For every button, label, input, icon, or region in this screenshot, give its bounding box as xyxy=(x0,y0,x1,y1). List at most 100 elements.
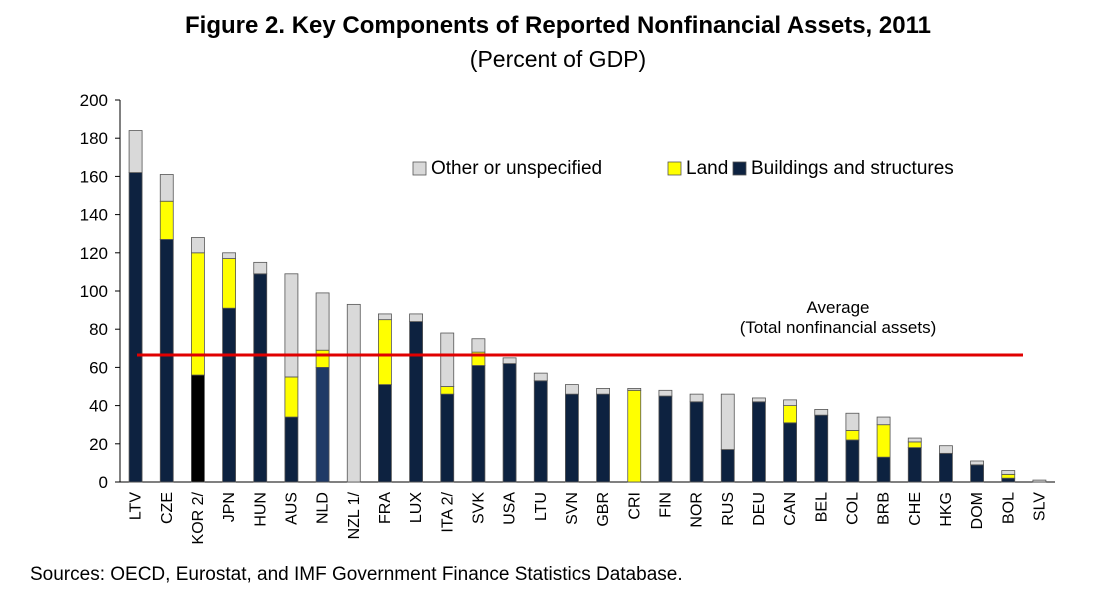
x-tick-label: SVN xyxy=(564,492,581,525)
bar-segment-buildings-and-structures xyxy=(253,273,268,483)
bar-segment-other-or-unspecified xyxy=(939,445,953,454)
x-tick-label: RUS xyxy=(720,492,737,526)
bar-segment-buildings-and-structures xyxy=(284,416,299,483)
y-tick-label: 60 xyxy=(89,358,108,377)
x-tick-label: USA xyxy=(502,492,519,525)
x-tick-label: CAN xyxy=(782,492,799,526)
chart-subtitle: (Percent of GDP) xyxy=(469,46,647,72)
y-tick-label: 160 xyxy=(80,167,108,186)
bar-segment-land xyxy=(845,430,860,441)
bar-segment-buildings-and-structures xyxy=(783,422,797,483)
bar-segment-other-or-unspecified xyxy=(253,261,268,275)
bar-segment-buildings-and-structures xyxy=(1001,477,1016,483)
bar-segment-other-or-unspecified xyxy=(315,292,330,351)
bar-segment-land xyxy=(378,319,392,385)
bar-segment-buildings-and-structures xyxy=(471,365,486,483)
x-tick-label: LTV xyxy=(128,492,145,520)
bar-segment-buildings-and-structures xyxy=(191,374,205,483)
bar-segment-other-or-unspecified xyxy=(970,460,984,466)
legend-label: Buildings and structures xyxy=(751,158,954,179)
x-tick-label: FRA xyxy=(377,492,394,524)
y-tick-label: 20 xyxy=(89,435,108,454)
bar-segment-buildings-and-structures xyxy=(128,172,143,483)
bar-segment-other-or-unspecified xyxy=(502,357,517,364)
bar-segment-other-or-unspecified xyxy=(471,338,486,353)
bar-segment-buildings-and-structures xyxy=(689,401,704,483)
legend-label: Other or unspecified xyxy=(431,158,602,179)
bar-segment-buildings-and-structures xyxy=(315,366,330,483)
bar-segment-land xyxy=(222,258,236,309)
chart-title: Figure 2. Key Components of Reported Non… xyxy=(185,12,931,39)
x-tick-label: NLD xyxy=(315,492,332,524)
bar-segment-land xyxy=(783,405,797,424)
stacked-bar-chart: 0 20 40 60 80 100 120 140 160 180 200 LTV CZE KOR 2/J… xyxy=(80,91,1055,544)
bar-segment-buildings-and-structures xyxy=(658,395,673,483)
x-tick-label: SLV xyxy=(1031,492,1048,521)
bar-segment-other-or-unspecified xyxy=(191,237,205,254)
average-sublabel: (Total nonfinancial assets) xyxy=(740,318,937,337)
bar-segment-land xyxy=(159,200,174,240)
bar-segment-buildings-and-structures xyxy=(720,449,735,483)
bar-segment-land xyxy=(191,252,205,376)
bar-segment-land xyxy=(627,389,642,483)
legend-swatch xyxy=(667,161,682,176)
bar-segment-other-or-unspecified xyxy=(128,130,143,173)
bar-segment-other-or-unspecified xyxy=(596,388,610,395)
bar-segment-other-or-unspecified xyxy=(346,303,361,483)
bar-segment-other-or-unspecified xyxy=(440,332,455,387)
bar-segment-other-or-unspecified xyxy=(907,437,922,443)
bar-segment-buildings-and-structures xyxy=(845,439,860,483)
legend-swatch xyxy=(412,161,427,176)
x-tick-label: CRI xyxy=(626,492,643,520)
x-tick-label: NZL 1/ xyxy=(346,491,363,539)
bar-segment-buildings-and-structures xyxy=(596,393,610,483)
x-tick-label: KOR 2/ xyxy=(190,491,207,544)
bar-segment-other-or-unspecified xyxy=(783,399,797,406)
bar-segment-other-or-unspecified xyxy=(627,388,642,391)
x-tick-label: FIN xyxy=(657,492,674,518)
y-tick-label: 80 xyxy=(89,320,108,339)
x-tick-label: NOR xyxy=(689,492,706,528)
x-tick-label: ITA 2/ xyxy=(439,491,456,532)
legend-swatch xyxy=(732,161,747,176)
bar-segment-buildings-and-structures xyxy=(970,464,984,483)
y-tick-label: 140 xyxy=(80,206,108,225)
bar-segment-other-or-unspecified xyxy=(378,313,392,321)
bar-segment-buildings-and-structures xyxy=(907,447,922,483)
bar-segment-land xyxy=(1001,473,1016,479)
bar-segment-other-or-unspecified xyxy=(845,412,860,431)
average-label: Average xyxy=(806,298,869,317)
y-tick-label: 120 xyxy=(80,244,108,263)
bar-segment-buildings-and-structures xyxy=(409,321,423,483)
bar-segment-buildings-and-structures xyxy=(814,414,829,483)
legend-label: Land xyxy=(686,158,728,179)
bar-segment-other-or-unspecified xyxy=(222,252,236,259)
bar-segment-land xyxy=(315,349,330,368)
x-tick-label: LUX xyxy=(408,492,425,523)
bar-segment-buildings-and-structures xyxy=(939,452,953,483)
x-tick-label: CHE xyxy=(907,492,924,526)
bar-segment-other-or-unspecified xyxy=(1001,470,1016,475)
bar-segment-other-or-unspecified xyxy=(533,372,548,382)
bar-segment-buildings-and-structures xyxy=(222,307,236,483)
bar-segment-land xyxy=(907,441,922,449)
x-tick-label: JPN xyxy=(221,492,238,522)
y-tick-label: 200 xyxy=(80,91,108,110)
bar-segment-other-or-unspecified xyxy=(159,174,174,202)
bar-segment-buildings-and-structures xyxy=(440,393,455,483)
bar-segment-other-or-unspecified xyxy=(658,389,673,397)
bar-segment-buildings-and-structures xyxy=(565,393,579,483)
bar-segment-other-or-unspecified xyxy=(720,393,735,450)
x-tick-label: BOL xyxy=(1000,492,1017,524)
x-tick-label: SVK xyxy=(470,492,487,524)
x-tick-label: DEU xyxy=(751,492,768,526)
bar-segment-buildings-and-structures xyxy=(378,384,392,483)
x-tick-label: DOM xyxy=(969,492,986,529)
x-tick-label: HKG xyxy=(938,492,955,527)
x-tick-label: AUS xyxy=(283,492,300,525)
bar-segment-buildings-and-structures xyxy=(502,363,517,483)
bar-segment-other-or-unspecified xyxy=(284,273,299,378)
y-tick-label: 100 xyxy=(80,282,108,301)
bar-segment-land xyxy=(440,386,455,395)
y-tick-label: 180 xyxy=(80,129,108,148)
